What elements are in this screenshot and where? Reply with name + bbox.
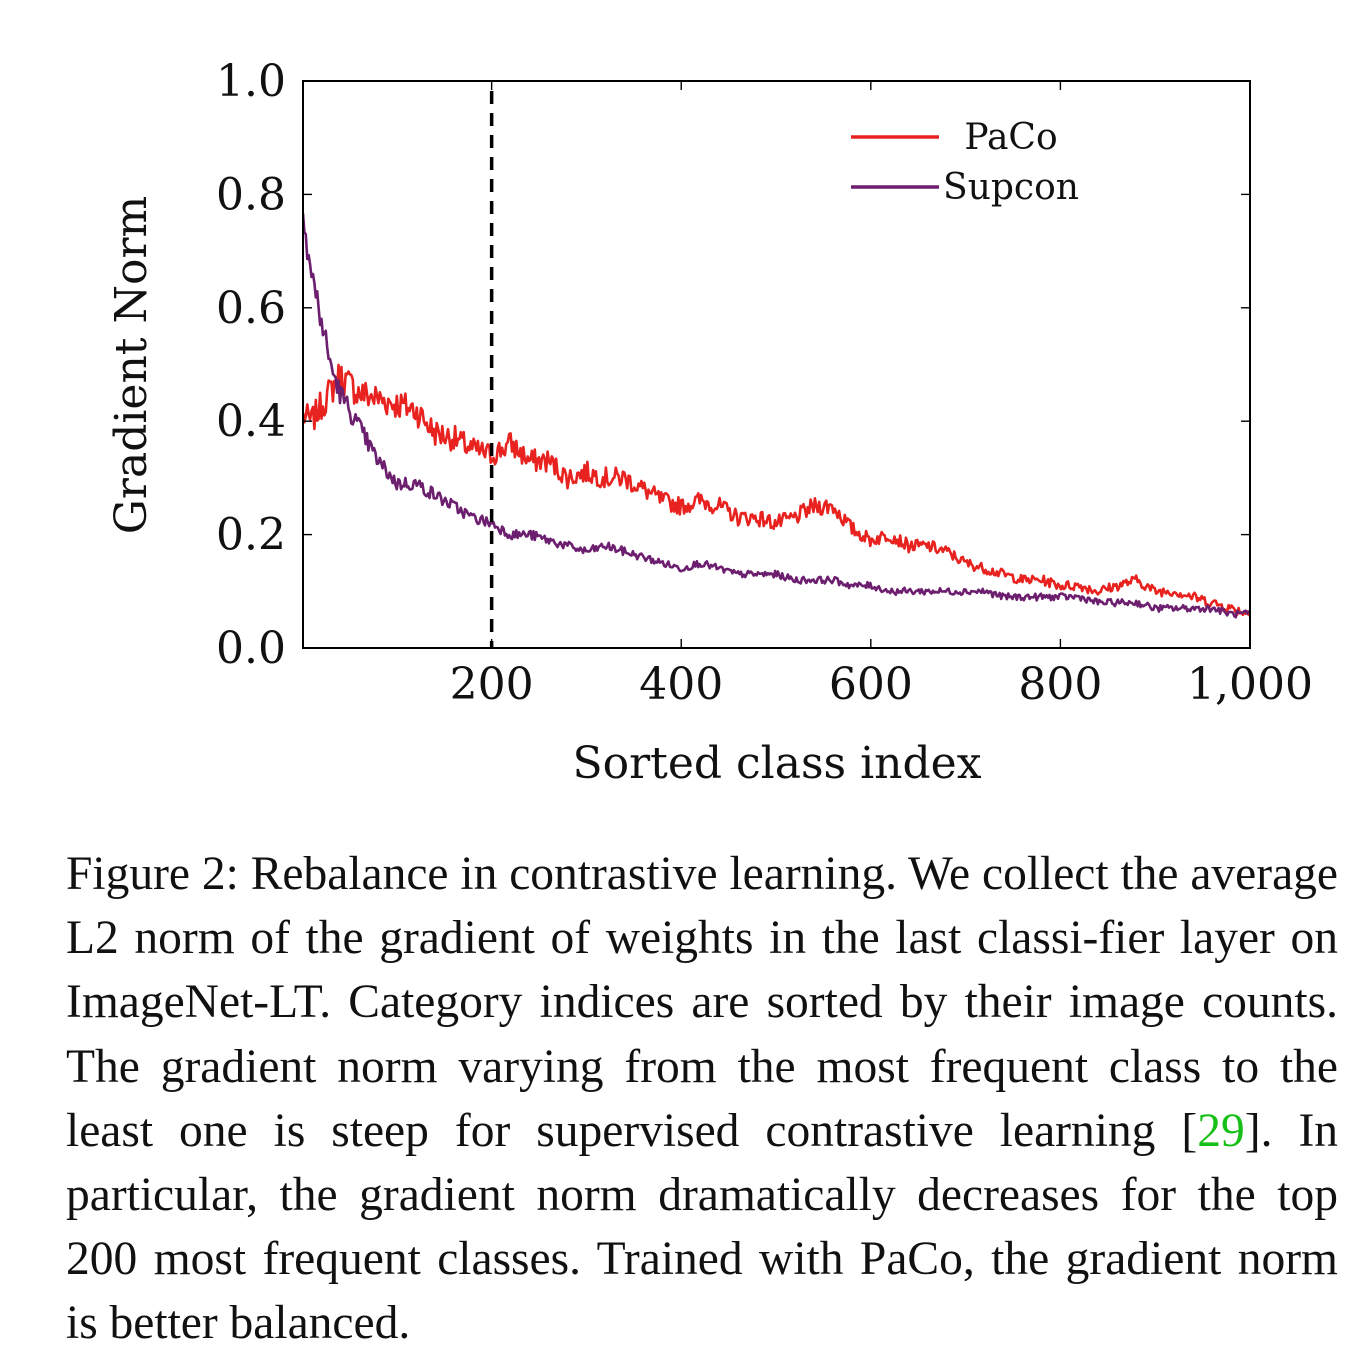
y-tick-label: 0.6 <box>216 283 286 334</box>
legend-label-paco: PaCo <box>964 117 1057 158</box>
caption-label: Figure 2: <box>66 848 239 900</box>
caption-text: Rebalance in contrastive learning. We co… <box>66 848 1339 1157</box>
y-tick-label: 0.8 <box>216 169 286 220</box>
y-tick-label: 0.2 <box>216 510 286 561</box>
series-line-supcon <box>303 213 1250 619</box>
legend-label-supcon: Supcon <box>943 167 1079 208</box>
y-tick-label: 0.0 <box>216 623 286 674</box>
x-tick-label: 800 <box>1018 659 1102 710</box>
legend: PaCo Supcon <box>851 117 1079 208</box>
figure-caption: Figure 2: Rebalance in contrastive learn… <box>66 842 1338 1356</box>
y-tick-label: 0.4 <box>216 396 286 447</box>
plot-frame <box>302 80 1251 649</box>
y-tick-label: 1.0 <box>216 56 286 107</box>
y-axis-label: Gradient Norm <box>106 196 157 534</box>
citation-link[interactable]: 29 <box>1197 1104 1245 1157</box>
caption-text-end: ]. In particular, the gradient norm dram… <box>66 1104 1339 1350</box>
x-tick-label: 1,000 <box>1187 659 1313 710</box>
chart: 200 400 600 800 1,000 0.0 0.2 0.4 0.6 0.8 1.0 PaCo… <box>106 56 1313 789</box>
x-tick-label: 200 <box>450 659 534 710</box>
x-axis-label: Sorted class index <box>572 738 981 789</box>
series-line-paco <box>303 363 1250 617</box>
x-tick-label: 600 <box>829 659 913 710</box>
x-tick-label: 400 <box>639 659 723 710</box>
